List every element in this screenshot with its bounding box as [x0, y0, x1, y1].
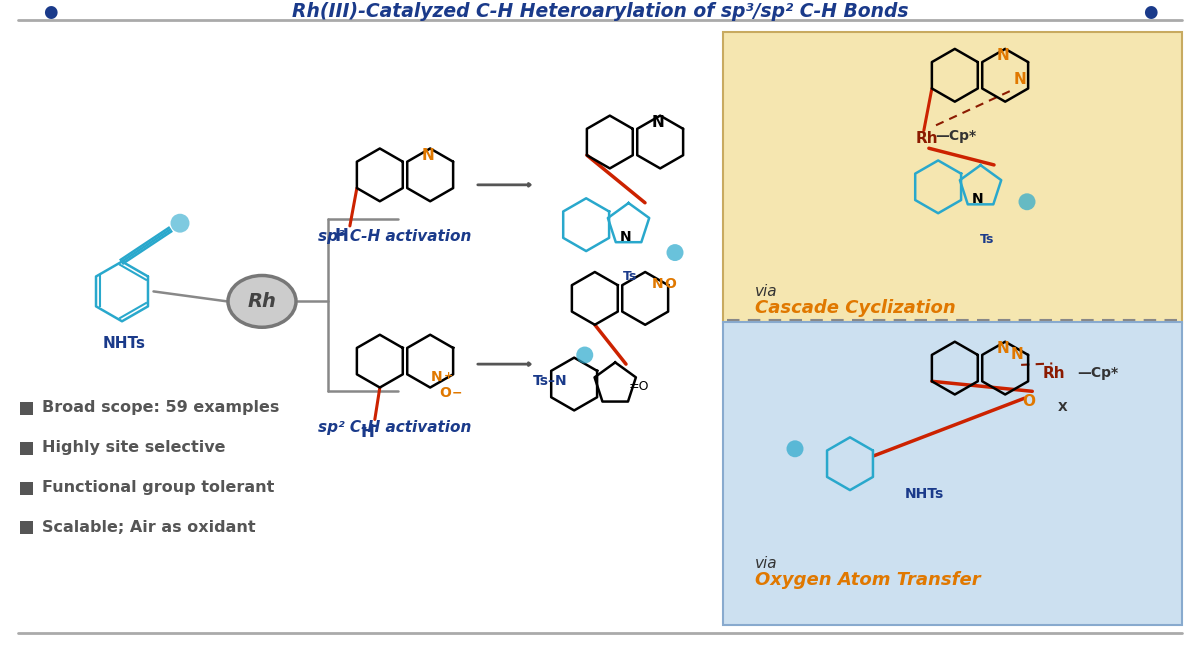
Text: N: N	[652, 115, 664, 130]
Text: Oxygen Atom Transfer: Oxygen Atom Transfer	[755, 571, 980, 590]
Circle shape	[170, 213, 190, 233]
Text: via: via	[755, 556, 778, 571]
Text: H: H	[361, 423, 374, 441]
Text: Functional group tolerant: Functional group tolerant	[42, 480, 275, 495]
Text: Rh: Rh	[247, 292, 276, 311]
Text: O: O	[1021, 394, 1034, 409]
Text: NHTs: NHTs	[905, 486, 944, 501]
Text: Rh: Rh	[1043, 366, 1066, 381]
Text: =O: =O	[629, 380, 649, 393]
Text: N: N	[421, 148, 434, 163]
Text: N: N	[996, 48, 1009, 63]
Text: Scalable; Air as oxidant: Scalable; Air as oxidant	[42, 520, 256, 535]
Text: —Cp*: —Cp*	[935, 129, 977, 143]
Text: −: −	[451, 386, 462, 399]
Text: sp³ C-H activation: sp³ C-H activation	[318, 229, 472, 244]
Text: +: +	[444, 371, 454, 381]
Text: ●: ●	[1142, 3, 1157, 21]
Text: N: N	[1013, 72, 1026, 86]
Circle shape	[1019, 194, 1036, 210]
Text: NHTs: NHTs	[102, 335, 145, 351]
Text: Rh(III)-Catalyzed C-H Heteroarylation of sp³/sp² C-H Bonds: Rh(III)-Catalyzed C-H Heteroarylation of…	[292, 2, 908, 21]
Text: N: N	[1010, 348, 1024, 362]
Text: Cascade Cyclization: Cascade Cyclization	[755, 299, 955, 317]
Text: H: H	[335, 227, 349, 245]
Text: N: N	[996, 341, 1009, 356]
Circle shape	[786, 441, 804, 457]
Text: ●: ●	[43, 3, 58, 21]
Text: Ts: Ts	[623, 270, 637, 283]
Bar	[20, 402, 34, 415]
FancyBboxPatch shape	[722, 32, 1182, 323]
Text: Ts–N: Ts–N	[533, 374, 568, 388]
Ellipse shape	[228, 275, 296, 327]
Bar	[20, 482, 34, 495]
Text: sp² C-H activation: sp² C-H activation	[318, 421, 472, 435]
FancyBboxPatch shape	[722, 322, 1182, 625]
Text: N: N	[652, 277, 662, 291]
Text: N: N	[431, 370, 443, 384]
Text: O: O	[665, 277, 677, 291]
Text: via: via	[755, 284, 778, 299]
Text: N: N	[620, 230, 631, 244]
Text: —Cp*: —Cp*	[1078, 366, 1118, 381]
Circle shape	[576, 346, 593, 364]
Text: N: N	[972, 192, 984, 206]
Bar	[20, 442, 34, 455]
Text: Highly site selective: Highly site selective	[42, 441, 226, 455]
Circle shape	[666, 244, 684, 261]
Text: Broad scope: 59 examples: Broad scope: 59 examples	[42, 401, 280, 415]
Text: Rh: Rh	[916, 131, 938, 146]
Text: O: O	[439, 386, 451, 400]
Text: X: X	[1057, 401, 1067, 413]
Text: Ts: Ts	[980, 233, 994, 246]
Bar	[20, 522, 34, 535]
